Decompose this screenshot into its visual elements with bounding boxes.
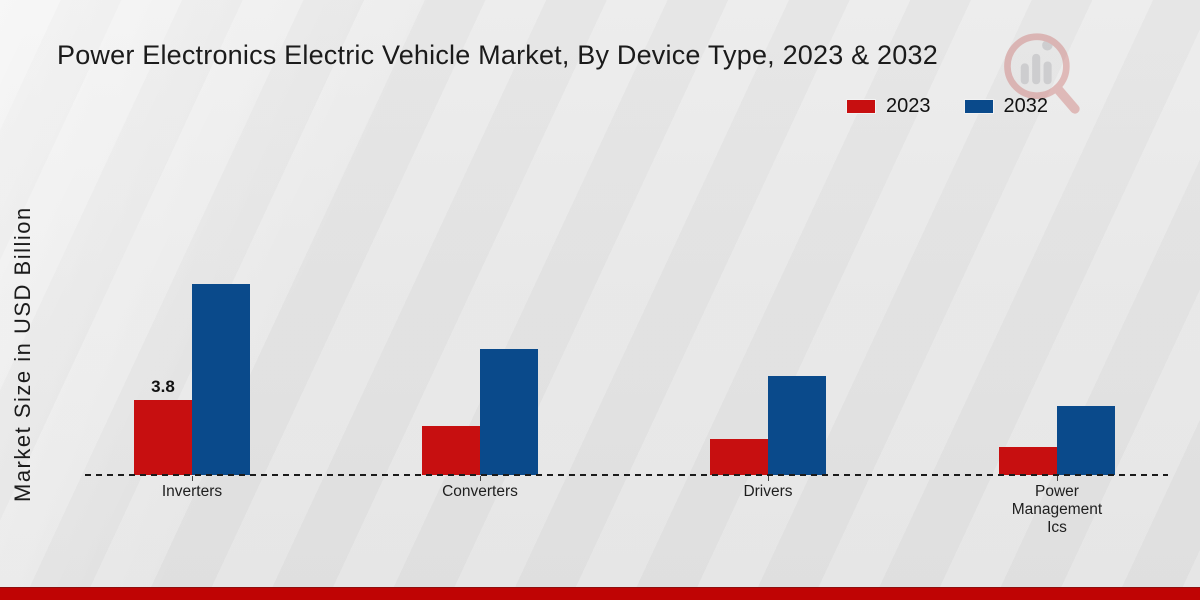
bar-2023-drivers xyxy=(710,439,768,475)
legend-label-2032: 2032 xyxy=(1003,95,1049,117)
x-tick-inverters xyxy=(192,476,193,481)
chart-title: Power Electronics Electric Vehicle Marke… xyxy=(57,40,938,70)
bar-2023-inverters xyxy=(134,399,192,475)
bar-2032-inverters xyxy=(192,283,250,475)
bar-2032-drivers xyxy=(768,376,826,475)
x-tick-converters xyxy=(480,476,481,481)
market-research-logo-watermark xyxy=(1004,33,1080,114)
bar-2023-converters xyxy=(422,425,480,475)
footer-accent-band xyxy=(0,587,1200,600)
bar-2032-power-management-ics xyxy=(1057,405,1115,475)
x-tick-drivers xyxy=(768,476,769,481)
bar-2032-converters xyxy=(480,348,538,475)
legend-item-2023: 2023 xyxy=(846,95,931,118)
legend: 2023 2032 xyxy=(846,95,1048,118)
x-tick-power-management-ics xyxy=(1057,476,1058,481)
x-axis-baseline xyxy=(85,474,1168,476)
bar-2023-power-management-ics xyxy=(999,447,1057,475)
value-label-2023-inverters: 3.8 xyxy=(151,376,175,396)
category-label-converters: Converters xyxy=(442,483,518,500)
legend-swatch-2032 xyxy=(963,99,994,114)
legend-item-2032: 2032 xyxy=(963,95,1049,118)
legend-swatch-2023 xyxy=(846,99,876,114)
legend-label-2023: 2023 xyxy=(886,95,931,117)
category-label-power-management-ics: Power Management Ics xyxy=(1011,483,1103,536)
category-label-inverters: Inverters xyxy=(161,483,223,500)
y-axis-label: Market Size in USD Billion xyxy=(10,206,35,502)
category-label-drivers: Drivers xyxy=(743,483,793,500)
